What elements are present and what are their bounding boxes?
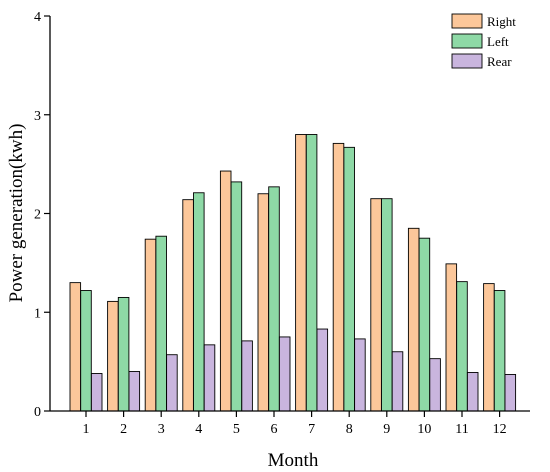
bar-right-4 (182, 199, 194, 412)
bars-group (69, 134, 517, 412)
y-ticks-group: 0 1 2 3 4 (34, 10, 50, 420)
bar-left-11 (456, 281, 468, 412)
legend-swatch-right (451, 13, 483, 29)
bar-right-6 (257, 193, 270, 412)
bar-rear-9 (391, 351, 404, 412)
bar-rear-3 (166, 354, 178, 412)
x-tick-label: 11 (455, 422, 468, 437)
bar-left-6 (268, 186, 280, 412)
bar-right-3 (144, 238, 157, 412)
bar-right-2 (107, 300, 119, 412)
y-tick-label: 0 (34, 405, 41, 420)
x-tick-label: 2 (120, 422, 127, 437)
legend: Right Left Rear (451, 13, 516, 69)
bar-rear-6 (278, 336, 291, 412)
bar-rear-10 (429, 358, 441, 412)
bar-left-9 (381, 198, 393, 412)
bar-right-10 (407, 227, 420, 412)
x-tick-label: 4 (195, 422, 202, 437)
x-tick-label: 10 (417, 422, 431, 437)
y-tick-label: 2 (34, 208, 41, 223)
bar-left-8 (343, 146, 355, 412)
bar-left-7 (305, 134, 318, 412)
bar-left-5 (230, 181, 243, 412)
legend-swatch-rear (451, 53, 483, 69)
bar-rear-5 (241, 340, 253, 412)
bar-rear-8 (354, 338, 366, 412)
x-tick-label: 7 (308, 422, 315, 437)
bar-rear-12 (504, 374, 517, 412)
x-tick-label: 8 (346, 422, 353, 437)
bar-right-8 (332, 142, 345, 412)
bar-left-12 (493, 290, 506, 412)
x-tick-label: 9 (383, 422, 390, 437)
bar-left-10 (418, 237, 431, 412)
bar-right-5 (219, 170, 232, 412)
bar-left-2 (117, 296, 130, 412)
bar-right-9 (370, 198, 382, 412)
x-axis-title: Month (268, 450, 319, 471)
bar-left-3 (155, 235, 167, 412)
legend-label-left: Left (487, 34, 509, 49)
bar-rear-2 (128, 371, 141, 412)
legend-label-right: Right (487, 14, 516, 29)
x-tick-label: 5 (233, 422, 240, 437)
bar-rear-1 (90, 373, 103, 412)
bar-right-11 (445, 263, 458, 412)
bar-rear-4 (203, 344, 216, 412)
legend-label-rear: Rear (487, 54, 512, 69)
bar-left-4 (193, 192, 205, 412)
bar-rear-7 (316, 328, 329, 412)
x-ticks-group: 1 2 3 4 5 6 7 8 9 10 11 12 (83, 411, 507, 437)
x-tick-label: 1 (83, 422, 90, 437)
x-tick-label: 12 (493, 422, 507, 437)
bar-left-1 (80, 290, 92, 412)
x-tick-label: 6 (271, 422, 278, 437)
y-tick-label: 3 (34, 109, 41, 124)
y-tick-label: 1 (34, 306, 41, 321)
legend-swatch-left (451, 33, 483, 49)
bar-rear-11 (466, 372, 479, 412)
y-axis-title: Power generation(kwh) (6, 124, 27, 303)
x-tick-label: 3 (158, 422, 165, 437)
bar-right-12 (483, 283, 495, 412)
bar-right-7 (295, 134, 307, 412)
y-tick-label: 4 (34, 10, 41, 25)
bar-right-1 (69, 282, 82, 412)
